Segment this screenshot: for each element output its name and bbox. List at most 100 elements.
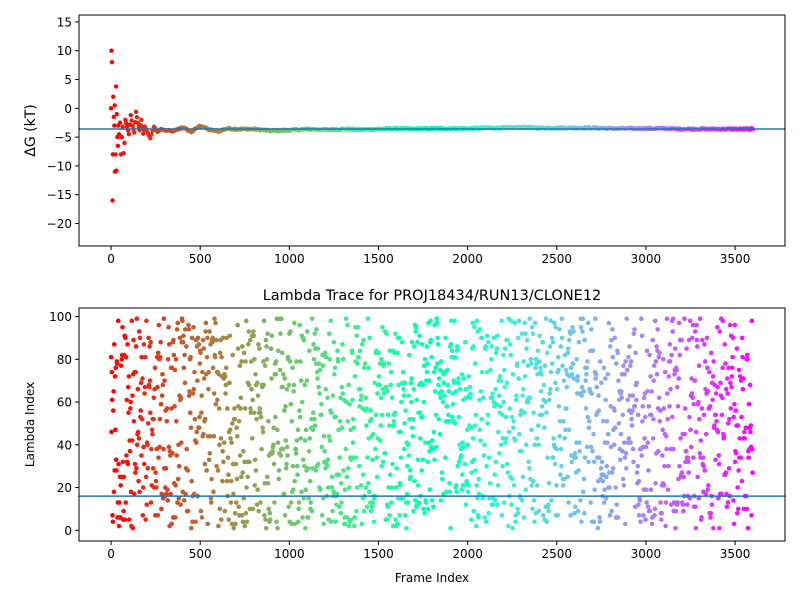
lambda-point (172, 404, 177, 409)
lambda-point (266, 506, 271, 512)
lambda-point (584, 365, 590, 371)
lambda-point (413, 324, 419, 330)
lambda-point (236, 418, 242, 424)
lambda-point (488, 357, 494, 362)
lambda-point (327, 331, 332, 336)
lambda-point (148, 410, 153, 416)
lambda-point (571, 329, 576, 334)
lambda-point (727, 322, 733, 328)
lambda-point (378, 395, 384, 401)
lambda-point (281, 491, 287, 497)
lambda-point (146, 335, 151, 341)
lambda-point (558, 472, 563, 478)
lambda-point (594, 384, 600, 390)
lambda-point (607, 344, 613, 349)
lambda-point (429, 354, 434, 360)
lambda-point (284, 461, 289, 467)
lambda-point (203, 329, 208, 334)
lambda-point (130, 393, 135, 398)
lambda-point (716, 495, 721, 501)
lambda-point (578, 498, 583, 503)
lambda-point (691, 455, 696, 460)
lambda-point (597, 515, 602, 520)
lambda-point (472, 423, 478, 428)
lambda-point (612, 335, 618, 341)
lambda-point (177, 335, 183, 341)
lambda-point (644, 348, 650, 354)
lambda-point (401, 446, 407, 452)
lambda-point (439, 389, 444, 394)
lambda-point (345, 418, 351, 424)
lambda-point (667, 404, 672, 409)
lambda-point (147, 378, 153, 383)
lambda-point (539, 371, 544, 377)
lambda-point (560, 483, 566, 488)
lambda-point (411, 508, 416, 514)
lambda-point (343, 446, 349, 452)
lambda-point (494, 333, 500, 339)
lambda-point (340, 391, 346, 396)
lambda-point (701, 463, 707, 469)
lambda-point (501, 352, 506, 358)
lambda-point (640, 404, 646, 409)
lambda-point (295, 472, 300, 478)
lambda-point (271, 442, 276, 448)
lambda-point (220, 335, 226, 341)
lambda-point (157, 416, 163, 422)
lambda-point (383, 384, 389, 390)
lambda-point (599, 380, 604, 386)
lambda-point (428, 337, 434, 343)
lambda-point (285, 453, 290, 458)
lambda-point (153, 470, 158, 475)
lambda-point (467, 384, 473, 390)
lambda-point (513, 519, 518, 525)
lambda-point (199, 410, 204, 416)
lambda-point (581, 476, 587, 482)
lambda-point (166, 324, 171, 330)
lambda-point (232, 510, 238, 516)
dg-y-tick-label: 10 (57, 44, 72, 58)
lambda-point (610, 327, 615, 332)
lambda-point (171, 337, 176, 343)
lambda-point (407, 468, 413, 473)
lambda-point (125, 342, 130, 347)
lambda-point (544, 519, 550, 525)
lambda-point (320, 495, 326, 501)
lambda-point (690, 322, 696, 328)
lambda-point (141, 444, 146, 450)
lambda-point (492, 472, 498, 478)
lambda-point (352, 374, 358, 379)
lambda-point (689, 335, 695, 341)
lambda-point (459, 371, 465, 377)
lambda-point (369, 504, 375, 510)
lambda-point (310, 410, 316, 416)
lambda-point (445, 382, 450, 388)
lambda-point (720, 365, 725, 371)
lambda-point (600, 418, 606, 424)
lambda-point (603, 397, 608, 403)
lambda-point (411, 344, 417, 349)
lambda-point (696, 399, 701, 405)
dg-point (108, 106, 114, 111)
lambda-point (417, 333, 422, 339)
lambda-point (409, 376, 414, 381)
lambda-point (294, 463, 300, 469)
lambda-point (535, 423, 541, 428)
dg-y-tick-label: −5 (54, 131, 72, 145)
lambda-point (454, 489, 459, 495)
lambda-point (263, 525, 269, 531)
dg-point (112, 123, 117, 128)
lambda-point (300, 457, 306, 463)
lambda-point (109, 397, 115, 403)
dg-point (139, 117, 144, 123)
lambda-point (195, 335, 201, 341)
lambda-point (361, 365, 367, 371)
lambda-point (439, 470, 445, 475)
lambda-point (634, 470, 640, 475)
lambda-point (631, 331, 637, 336)
lambda-point (538, 365, 543, 371)
lambda-point (123, 500, 129, 505)
lambda-point (530, 478, 536, 484)
lambda-point (396, 335, 402, 341)
lambda-point (455, 344, 460, 349)
